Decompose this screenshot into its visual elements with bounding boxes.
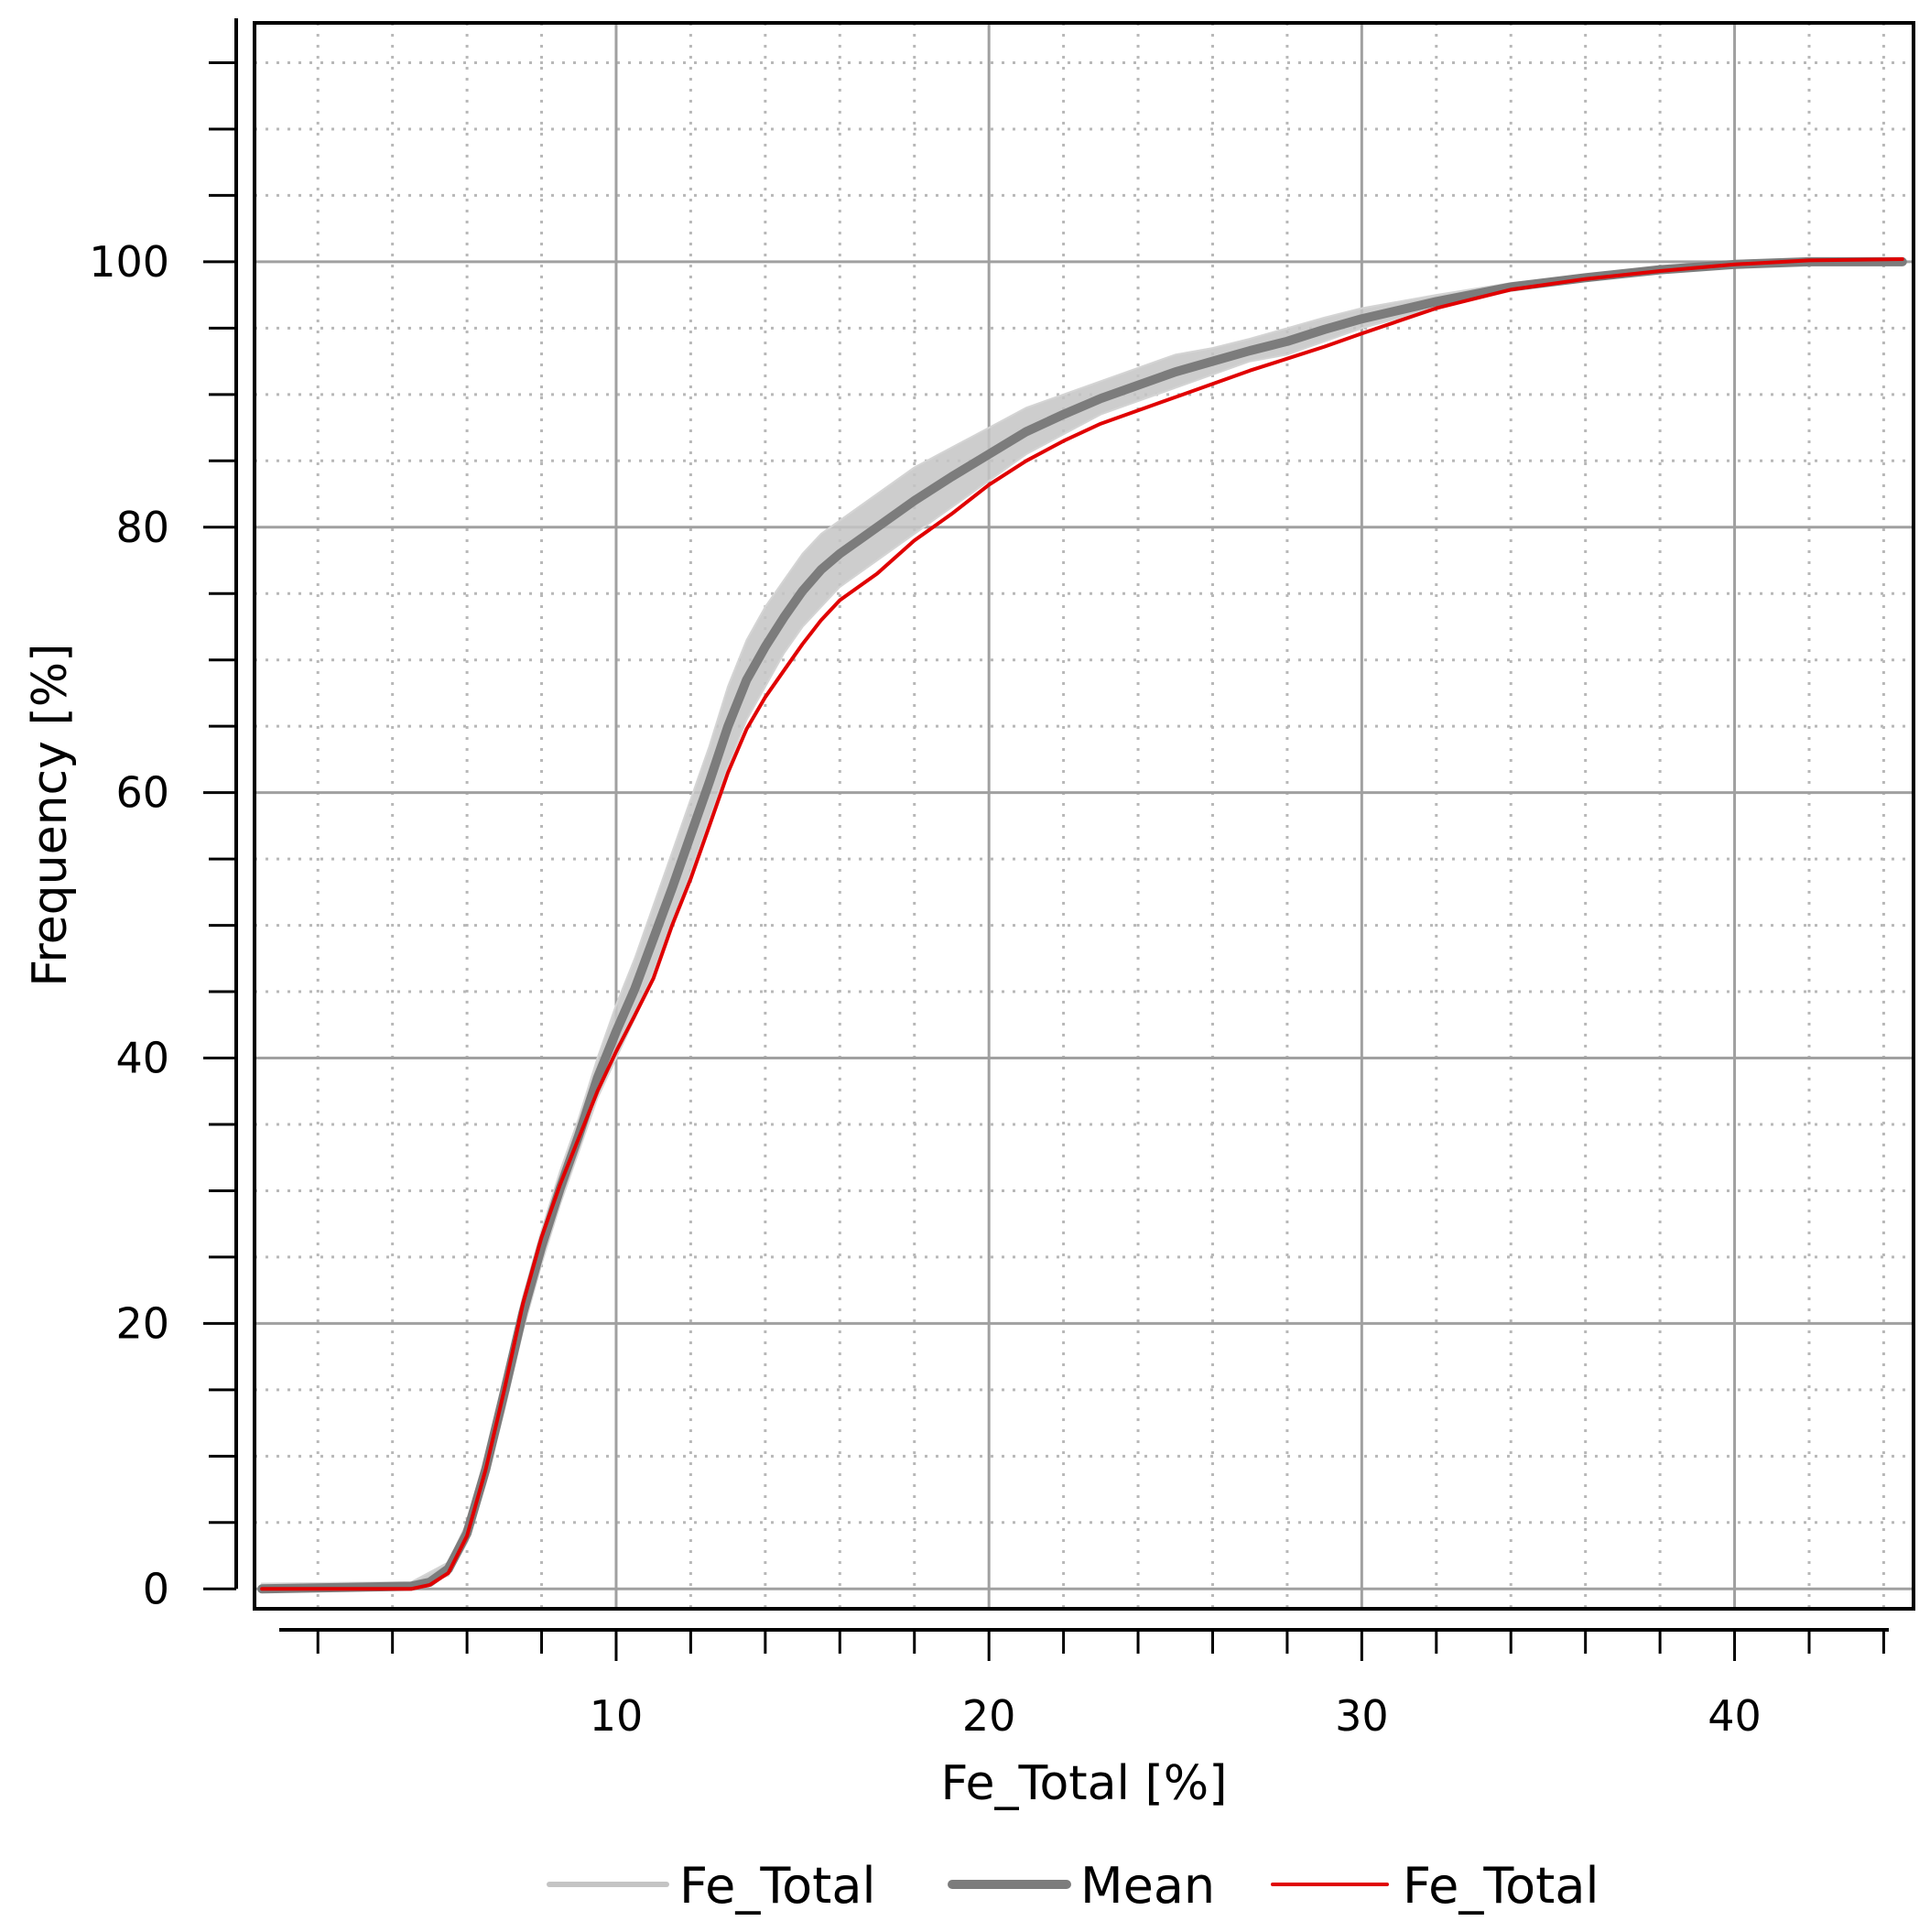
y-tick-label: 60 (115, 768, 169, 818)
series-layer (257, 256, 1907, 1594)
legend-label: Mean (1080, 1857, 1215, 1915)
plot-frame (253, 21, 1915, 1611)
x-axis: 10 20 30 40 (279, 1628, 1889, 1741)
x-tick-label: 20 (962, 1691, 1016, 1741)
y-tick-label: 100 (89, 237, 169, 287)
x-tick-label: 30 (1335, 1691, 1389, 1741)
major-grid (255, 23, 1914, 1609)
y-tick-label: 20 (115, 1298, 169, 1348)
x-axis-title: Fe_Total [%] (940, 1756, 1227, 1811)
y-tick-label: 40 (115, 1034, 169, 1083)
x-tick-label: 40 (1708, 1691, 1762, 1741)
y-tick-label: 0 (143, 1564, 169, 1613)
observed-series-line (260, 257, 1904, 1591)
y-axis: 0 20 40 60 80 100 (89, 18, 238, 1613)
mean-series-line (257, 256, 1907, 1594)
legend-label: Fe_Total (679, 1857, 875, 1915)
x-tick-label: 10 (590, 1691, 644, 1741)
legend-label: Fe_Total (1403, 1857, 1599, 1915)
minor-grid (255, 23, 1914, 1609)
y-axis-title: Frequency [%] (23, 644, 78, 987)
y-tick-label: 80 (115, 503, 169, 552)
legend: Fe_Total Mean Fe_Total (547, 1857, 1599, 1915)
